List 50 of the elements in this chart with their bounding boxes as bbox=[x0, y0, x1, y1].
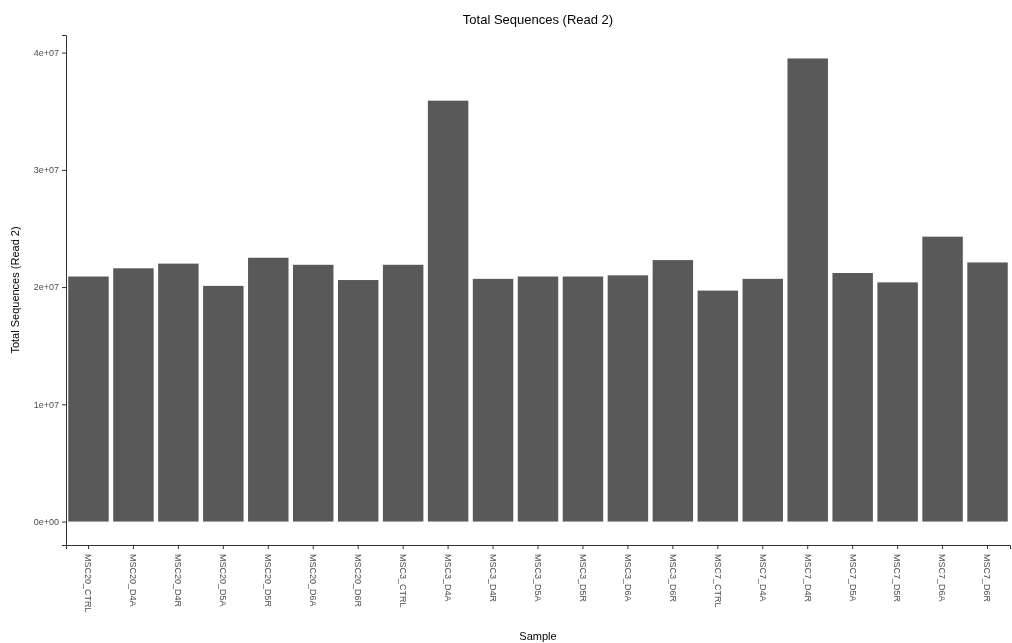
bar bbox=[337, 280, 379, 522]
y-tick-label: 2e+07 bbox=[33, 282, 59, 293]
bar bbox=[472, 278, 514, 522]
bar bbox=[832, 273, 873, 522]
x-tick-label: MSC20_CTRL bbox=[83, 554, 94, 613]
bar bbox=[203, 285, 244, 522]
bar bbox=[877, 282, 918, 522]
x-tick-label: MSC20_D4R bbox=[173, 554, 184, 608]
bar bbox=[562, 276, 604, 522]
x-tick-label: MSC20_D6R bbox=[353, 554, 364, 608]
bar bbox=[742, 278, 783, 522]
bar bbox=[427, 100, 469, 522]
x-tick-label: MSC7_D4A bbox=[757, 554, 768, 602]
x-axis-title: Sample bbox=[519, 630, 557, 642]
x-tick-label: MSC20_D5R bbox=[263, 554, 274, 608]
bar bbox=[967, 262, 1008, 522]
x-tick-label: MSC7_D4R bbox=[802, 554, 813, 603]
bar bbox=[517, 276, 559, 522]
x-tick-label: MSC7_D6A bbox=[937, 554, 948, 602]
x-tick-label: MSC3_D4A bbox=[442, 554, 453, 602]
bar bbox=[787, 58, 828, 522]
bar bbox=[697, 290, 739, 522]
x-tick-label: MSC3_D5A bbox=[532, 554, 543, 602]
bar bbox=[248, 257, 289, 522]
x-tick-label: MSC7_D6R bbox=[982, 554, 993, 603]
x-tick-label: MSC3_D6R bbox=[667, 554, 678, 603]
y-tick-label: 3e+07 bbox=[33, 165, 59, 176]
x-tick-label: MSC20_D5A bbox=[218, 554, 229, 607]
y-tick-label: 4e+07 bbox=[33, 47, 59, 58]
y-tick-label: 0e+00 bbox=[33, 516, 59, 527]
x-tick-label: MSC7_D5A bbox=[847, 554, 858, 602]
x-tick-label: MSC3_CTRL bbox=[397, 554, 408, 608]
bar bbox=[158, 263, 199, 522]
bar bbox=[382, 264, 424, 522]
bar bbox=[922, 236, 963, 522]
bar bbox=[113, 268, 154, 522]
x-tick-label: MSC20_D4A bbox=[128, 554, 139, 607]
x-tick-label: MSC3_D4R bbox=[487, 554, 498, 603]
x-tick-label: MSC7_D5R bbox=[892, 554, 903, 603]
bar bbox=[293, 264, 334, 522]
bar bbox=[68, 276, 109, 522]
chart-title: Total Sequences (Read 2) bbox=[462, 12, 614, 27]
x-tick-label: MSC7_CTRL bbox=[712, 554, 723, 608]
x-tick-label: MSC3_D6A bbox=[622, 554, 633, 602]
bar bbox=[652, 260, 694, 522]
x-tick-label: MSC3_D5R bbox=[577, 554, 588, 603]
y-axis-title: Total Sequences (Read 2) bbox=[9, 226, 21, 354]
x-tick-label: MSC20_D6A bbox=[308, 554, 319, 607]
y-tick-label: 1e+07 bbox=[33, 399, 59, 410]
bar bbox=[607, 275, 649, 522]
